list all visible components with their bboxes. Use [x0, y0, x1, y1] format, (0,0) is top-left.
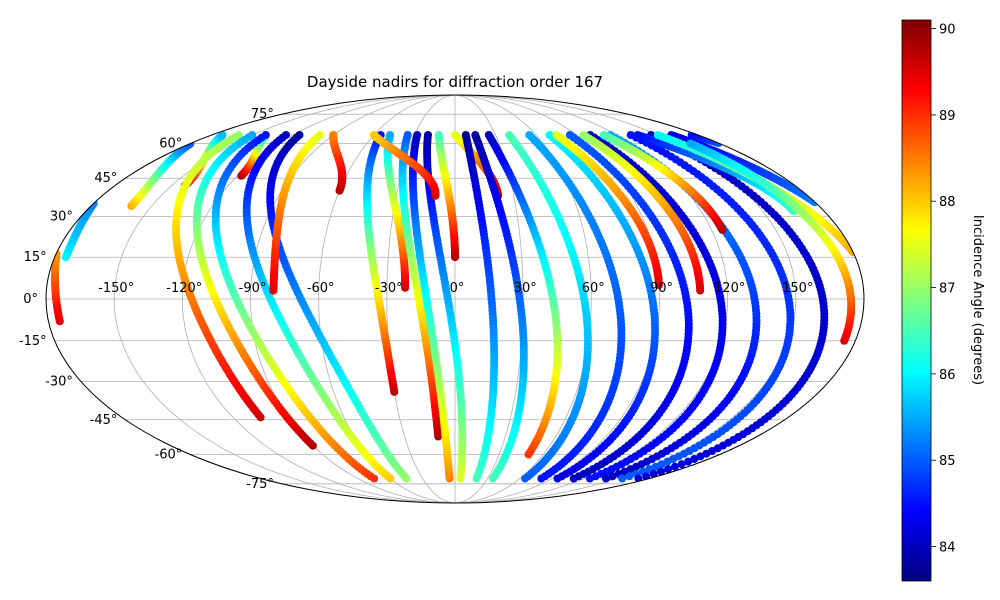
x-tick-label: 90°	[650, 281, 673, 296]
track	[471, 131, 528, 483]
track	[686, 139, 856, 345]
y-tick-label: -45°	[90, 413, 118, 428]
data-point	[369, 131, 378, 139]
data-point	[403, 131, 412, 139]
data-point	[451, 131, 459, 139]
x-tick-label: -150°	[98, 281, 134, 296]
y-tick-label: 45°	[94, 171, 117, 186]
x-tick-label: 120°	[714, 281, 745, 296]
track	[363, 131, 399, 396]
data-point	[686, 139, 695, 148]
data-point	[248, 131, 257, 139]
data-point	[315, 131, 324, 139]
y-tick-label: -60°	[155, 448, 183, 463]
data-point	[471, 131, 480, 139]
y-tick-label: 60°	[159, 137, 182, 152]
data-point	[505, 131, 514, 139]
track	[266, 131, 411, 483]
track	[269, 131, 324, 295]
x-tick-label: 150°	[782, 281, 813, 296]
x-tick-label: 60°	[582, 281, 605, 296]
data-point	[653, 131, 662, 139]
colorbar-tick-label: 85	[939, 454, 956, 469]
y-tick-label: 75°	[251, 107, 274, 122]
track	[408, 131, 454, 483]
data-point	[579, 131, 588, 139]
track	[369, 131, 440, 200]
data-point	[282, 131, 290, 139]
data-point	[618, 474, 627, 483]
data-point	[552, 131, 561, 139]
data-point	[599, 131, 608, 139]
data-point	[545, 131, 554, 139]
data-point	[295, 131, 304, 139]
colorbar-tick-label: 87	[939, 282, 956, 297]
track	[434, 131, 459, 262]
track	[423, 131, 467, 483]
x-tick-label: -120°	[166, 281, 202, 296]
data-point	[413, 131, 422, 139]
colorbar: Incidence Angle (degrees) 84 85 86 87 88 89 90	[901, 19, 985, 582]
x-tick-label: -30°	[375, 281, 403, 296]
meridian-line	[386, 94, 456, 504]
data-point	[386, 131, 395, 139]
data-point	[234, 131, 243, 139]
track	[61, 131, 819, 262]
meridian-line	[250, 94, 456, 504]
scatter-points	[51, 131, 857, 483]
data-point	[484, 131, 493, 139]
data-point	[625, 472, 634, 481]
x-tick-label: 0°	[450, 281, 465, 296]
colorbar-tick-label: 88	[939, 195, 956, 210]
chart-title: Dayside nadirs for diffraction order 167	[307, 73, 603, 91]
track	[398, 131, 443, 441]
track	[329, 131, 347, 195]
graticule	[46, 94, 864, 504]
y-tick-label: -75°	[246, 477, 274, 492]
data-point	[261, 131, 270, 139]
track	[172, 131, 265, 422]
x-tick-label: -60°	[307, 281, 335, 296]
x-tick-label: -90°	[239, 281, 267, 296]
colorbar-tick-label: 89	[939, 109, 956, 124]
track	[192, 131, 317, 450]
y-tick-label: 0°	[23, 292, 38, 307]
track	[242, 131, 395, 483]
track	[383, 131, 410, 292]
data-point	[218, 131, 227, 139]
colorbar-gradient	[901, 19, 932, 582]
y-tick-label: -15°	[19, 334, 47, 349]
colorbar-tick-label: 90	[939, 23, 956, 38]
track	[634, 131, 829, 483]
colorbar-label: Incidence Angle (degrees)	[970, 215, 985, 385]
data-point	[424, 131, 432, 139]
data-point	[434, 131, 443, 139]
data-point	[329, 131, 338, 139]
data-point	[633, 131, 642, 139]
y-tick-label: 15°	[24, 250, 47, 265]
x-tick-label: 30°	[514, 281, 537, 296]
track	[211, 131, 379, 483]
data-point	[461, 131, 470, 139]
y-tick-label: 30°	[50, 210, 73, 225]
meridian-line	[454, 94, 592, 504]
data-point	[525, 131, 534, 139]
data-point	[565, 131, 574, 139]
y-tick-label: -30°	[45, 374, 73, 389]
colorbar-tick-label: 84	[939, 541, 956, 556]
colorbar-tick-label: 86	[939, 368, 956, 383]
